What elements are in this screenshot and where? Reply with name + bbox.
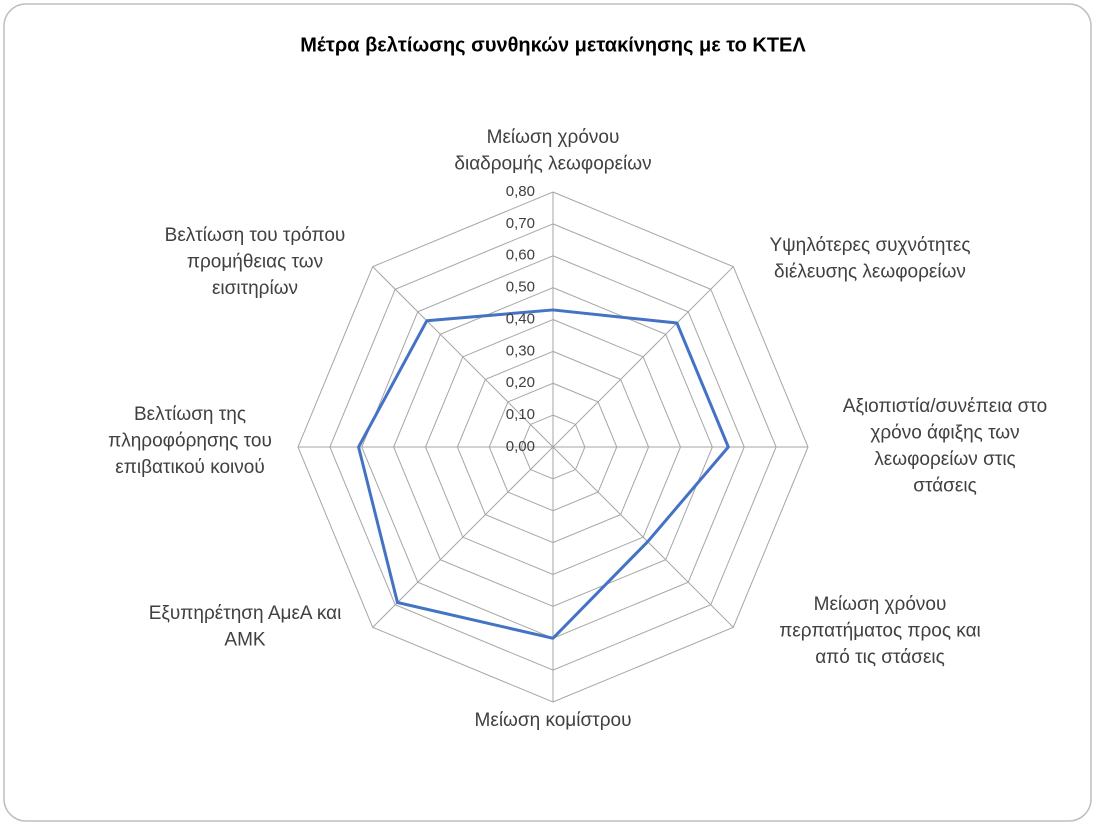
chart-title: Μέτρα βελτίωσης συνθηκών μετακίνησης με … bbox=[300, 34, 806, 56]
category-label: Εξυπηρέτηση ΑμεΑ και ΑΜΚ bbox=[149, 603, 342, 651]
y-tick-label: 0,40 bbox=[506, 310, 535, 327]
y-tick-label: 0,10 bbox=[506, 406, 535, 423]
y-tick-label: 0,60 bbox=[506, 247, 535, 264]
category-label: Αξιοπιστία/συνέπεια στο χρόνο άφιξης των λ… bbox=[843, 396, 1047, 497]
spoke bbox=[552, 266, 734, 448]
y-tick-label: 0,70 bbox=[506, 215, 535, 232]
category-label: Υψηλότερες συχνότητες διέλευσης λεωφορείω… bbox=[769, 235, 970, 283]
y-tick-label: 0,20 bbox=[506, 374, 535, 391]
category-label: Βελτίωση του τρόπου προμήθειας των εισιτηρ… bbox=[165, 225, 346, 299]
category-label: Μείωση κομίστρου bbox=[475, 710, 632, 731]
y-tick-label: 0,50 bbox=[506, 279, 535, 296]
y-tick-label: 0,30 bbox=[506, 342, 535, 359]
spoke bbox=[372, 446, 554, 628]
spoke bbox=[372, 266, 554, 448]
chart-frame bbox=[3, 3, 1092, 822]
y-tick-label: 0,80 bbox=[506, 183, 535, 200]
category-label: Μείωση χρόνου περπατήματος προς και από τι… bbox=[779, 594, 981, 668]
category-label: Βελτίωση της πληροφόρησης του επιβατικού κ… bbox=[108, 404, 272, 478]
category-label: Μείωση χρόνου διαδρομής λεωφορείων bbox=[454, 127, 651, 175]
series-line bbox=[357, 308, 730, 640]
spoke bbox=[552, 446, 734, 628]
y-tick-label: 0,00 bbox=[506, 438, 535, 455]
